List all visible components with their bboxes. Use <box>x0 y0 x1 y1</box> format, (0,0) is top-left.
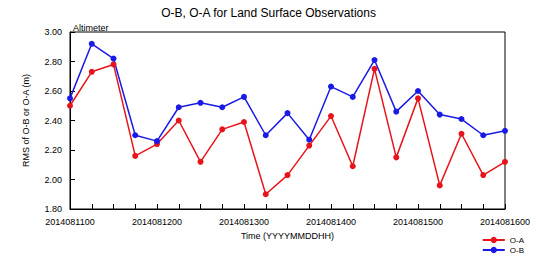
svg-text:1.80: 1.80 <box>44 204 62 214</box>
svg-text:3.00: 3.00 <box>44 27 62 37</box>
svg-text:2014081600: 2014081600 <box>480 217 530 227</box>
svg-text:O-B, O-A for Land Surface Obse: O-B, O-A for Land Surface Observations <box>161 6 376 20</box>
svg-text:2014081300: 2014081300 <box>219 217 269 227</box>
svg-text:O-B: O-B <box>510 246 524 255</box>
svg-text:Altimeter: Altimeter <box>73 23 109 33</box>
svg-text:2.80: 2.80 <box>44 57 62 67</box>
svg-text:2.60: 2.60 <box>44 86 62 96</box>
svg-text:RMS of O-B or O-A (m): RMS of O-B or O-A (m) <box>21 74 31 167</box>
svg-text:2014081100: 2014081100 <box>45 217 94 227</box>
svg-text:2014081400: 2014081400 <box>306 217 356 227</box>
svg-text:2.40: 2.40 <box>44 116 62 126</box>
svg-text:2014081500: 2014081500 <box>393 217 443 227</box>
svg-text:Time (YYYYMMDDHH): Time (YYYYMMDDHH) <box>241 231 334 241</box>
svg-text:2.00: 2.00 <box>44 175 62 185</box>
svg-text:O-A: O-A <box>510 236 525 245</box>
svg-text:2.20: 2.20 <box>44 145 62 155</box>
svg-text:2014081200: 2014081200 <box>132 217 182 227</box>
